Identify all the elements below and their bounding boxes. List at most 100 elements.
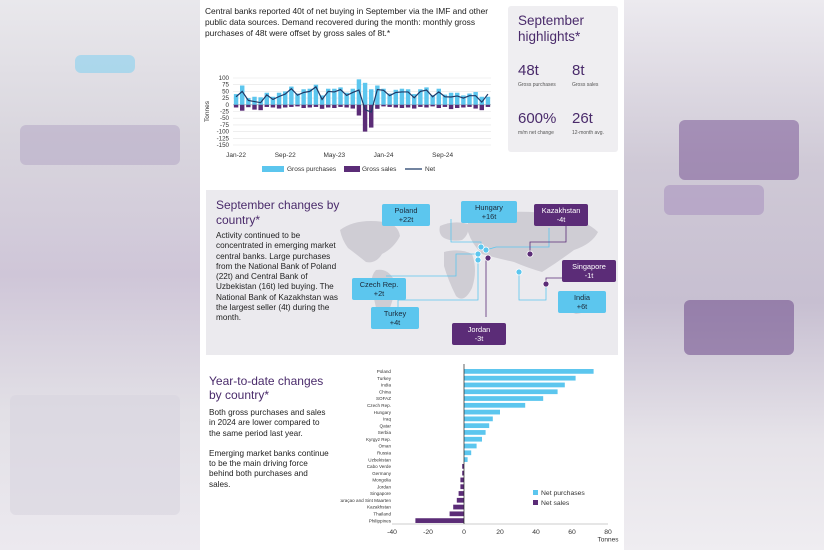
sale-bar xyxy=(418,104,423,107)
purchase-bar xyxy=(448,92,454,105)
callout-country: Jordan xyxy=(467,325,491,334)
country-label: Oman xyxy=(378,444,391,449)
sale-bar xyxy=(240,104,245,111)
purchase-bar xyxy=(283,91,288,105)
country-label: India xyxy=(381,383,391,388)
highlight-label: m/m net change xyxy=(518,130,554,136)
country-label: Serbia xyxy=(378,430,392,435)
callout-india: India +6t xyxy=(558,291,606,313)
highlight-value: 48t xyxy=(518,62,539,79)
highlight-value: 26t xyxy=(572,110,593,127)
purchase-bar xyxy=(381,88,386,105)
legend-label: Net xyxy=(425,166,435,173)
purchase-bar xyxy=(344,92,349,105)
country-label: Philippines xyxy=(369,518,392,523)
country-bar xyxy=(449,511,464,517)
purchase-bar xyxy=(313,84,319,105)
september-body: Activity continued to be concentrated in… xyxy=(216,231,338,323)
y-tick-label: -75 xyxy=(220,122,230,129)
legend-swatch-sales xyxy=(344,166,360,172)
country-bar xyxy=(464,389,558,395)
purchase-bar xyxy=(442,94,448,105)
sale-bar xyxy=(479,104,484,111)
country-label: Iraq xyxy=(383,417,391,422)
callout-value: -4t xyxy=(556,215,566,224)
purchase-bar xyxy=(399,88,405,105)
sale-bar xyxy=(356,104,362,116)
purchase-bar xyxy=(387,93,392,105)
callout-country: Kazakhstan xyxy=(541,206,581,215)
callout-value: +16t xyxy=(481,212,497,221)
country-label: Cabo Verde xyxy=(367,464,392,469)
country-label: Hungary xyxy=(374,410,392,415)
callout-value: +22t xyxy=(398,215,414,224)
september-title: September changes by country* xyxy=(216,198,340,227)
purchase-bar xyxy=(369,89,374,105)
sale-bar xyxy=(270,104,276,108)
purchase-bar xyxy=(405,89,411,105)
sale-bar xyxy=(313,104,319,107)
purchase-bar xyxy=(295,93,300,105)
sale-bar xyxy=(362,104,368,132)
callout-value: +2t xyxy=(373,289,385,298)
country-label: Turkey xyxy=(377,376,392,381)
sale-bar xyxy=(338,104,343,107)
callout-country: India xyxy=(573,293,591,302)
country-bar xyxy=(460,477,464,483)
purchase-bar xyxy=(362,82,368,105)
purchase-bar xyxy=(270,96,276,105)
sale-bar xyxy=(375,104,380,109)
intro-text: Central banks reported 40t of net buying… xyxy=(205,6,489,38)
y-tick-label: -25 xyxy=(220,109,230,116)
purchase-bar xyxy=(455,92,460,105)
callout-country: Turkey xyxy=(383,309,407,318)
legend-swatch-net-purchases xyxy=(533,490,538,495)
sale-bar xyxy=(448,104,454,110)
sale-bar xyxy=(276,104,282,109)
highlight-label: Gross sales xyxy=(572,82,599,88)
sale-bar xyxy=(307,104,312,108)
sale-bar xyxy=(301,104,306,109)
sale-bar xyxy=(381,104,386,107)
highlight-value: 8t xyxy=(572,62,585,79)
sale-bar xyxy=(264,104,269,107)
callout-jordan: Jordan -3t xyxy=(452,323,506,345)
highlights-panel: September highlights* 48t Gross purchase… xyxy=(508,6,618,152)
sale-bar xyxy=(436,104,441,109)
sale-bar xyxy=(283,104,288,108)
purchase-bar xyxy=(258,97,263,105)
country-bar xyxy=(464,409,500,415)
sale-bar xyxy=(326,104,331,108)
country-bar xyxy=(458,491,464,496)
country-bar xyxy=(460,484,464,490)
sale-bar xyxy=(399,104,405,109)
x-tick-label: 20 xyxy=(496,529,504,536)
purchase-bar xyxy=(424,87,429,105)
purchase-bar xyxy=(246,98,251,105)
country-bar xyxy=(464,369,594,374)
callout-singapore: Singapore -1t xyxy=(562,260,616,282)
purchase-bar xyxy=(356,79,362,105)
x-tick-label: -40 xyxy=(387,529,397,536)
purchase-bar xyxy=(479,96,484,105)
legend-swatch-net-sales xyxy=(533,500,538,505)
highlight-label: 12-month avg. xyxy=(572,130,604,136)
sale-bar xyxy=(369,104,374,128)
ytd-paragraph: Emerging market banks continue to be the… xyxy=(209,448,329,489)
country-label: Russia xyxy=(377,450,391,455)
legend-swatch-purchases xyxy=(262,166,284,172)
ytd-title: Year-to-date changes by country* xyxy=(209,374,324,402)
purchase-bar xyxy=(276,92,282,105)
country-bar xyxy=(464,396,544,401)
sale-bar xyxy=(295,104,300,107)
sale-bar xyxy=(442,104,448,107)
legend-label: Gross purchases xyxy=(287,166,337,173)
sale-bar xyxy=(430,104,435,107)
sale-bar xyxy=(467,104,472,107)
country-bar xyxy=(462,463,464,469)
country-bar xyxy=(456,497,464,503)
y-tick-label: 50 xyxy=(222,88,229,95)
sale-bar xyxy=(461,104,466,108)
sale-bar xyxy=(233,104,239,108)
